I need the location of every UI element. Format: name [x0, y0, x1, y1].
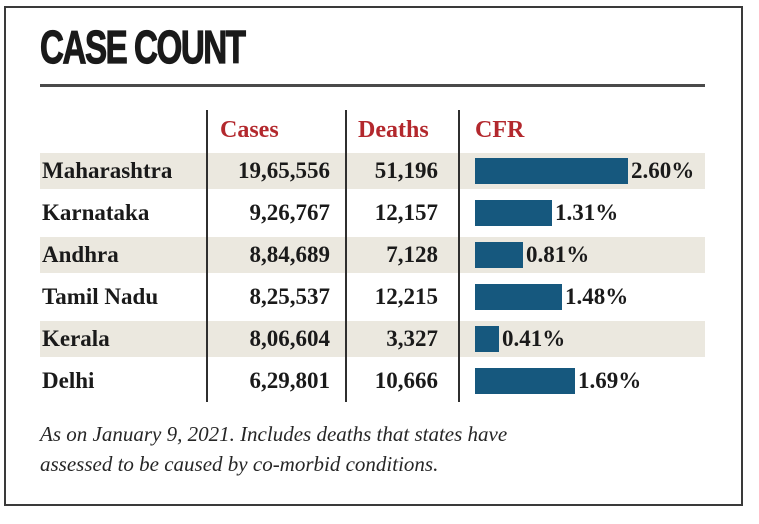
state-name: Karnataka — [42, 200, 150, 225]
case-count-panel: CASE COUNT Cases Deaths CFR Maharashtra … — [4, 6, 743, 506]
cfr-bar — [475, 368, 575, 394]
column-header-deaths: Deaths — [358, 116, 429, 143]
cfr-value: 1.31% — [555, 200, 619, 225]
cfr-bar — [475, 284, 562, 310]
column-divider — [206, 110, 208, 402]
cases-value: 8,84,689 — [249, 242, 331, 267]
column-divider — [458, 110, 460, 402]
table-row: Kerala 8,06,604 3,327 0.41% — [40, 318, 705, 360]
cfr-value: 2.60% — [631, 158, 695, 183]
cfr-cell: 1.48% — [458, 284, 705, 310]
cfr-cell: 0.81% — [458, 242, 705, 268]
cfr-value: 1.48% — [565, 284, 629, 309]
table-row: Karnataka 9,26,767 12,157 1.31% — [40, 192, 705, 234]
state-name: Maharashtra — [42, 158, 173, 183]
deaths-value: 3,327 — [386, 326, 438, 351]
cfr-cell: 1.31% — [458, 200, 705, 226]
cases-value: 8,06,604 — [249, 326, 331, 351]
cfr-bar — [475, 158, 628, 184]
cfr-value: 0.41% — [502, 326, 566, 351]
footnote-line1: As on January 9, 2021. Includes deaths t… — [40, 422, 508, 446]
state-name: Tamil Nadu — [42, 284, 159, 309]
cases-value: 6,29,801 — [249, 368, 331, 393]
cfr-bar — [475, 326, 499, 352]
deaths-value: 51,196 — [374, 158, 438, 183]
cases-value: 19,65,556 — [238, 158, 330, 183]
deaths-value: 7,128 — [386, 242, 438, 267]
table-row: Maharashtra 19,65,556 51,196 2.60% — [40, 150, 705, 192]
cfr-value: 0.81% — [526, 242, 590, 267]
deaths-value: 12,215 — [374, 284, 438, 309]
column-header-cfr: CFR — [475, 116, 525, 143]
column-header-cases: Cases — [220, 116, 279, 143]
cases-value: 9,26,767 — [249, 200, 331, 225]
state-name: Andhra — [42, 242, 119, 267]
cfr-cell: 0.41% — [458, 326, 705, 352]
cfr-bar — [475, 242, 523, 268]
table-row: Tamil Nadu 8,25,537 12,215 1.48% — [40, 276, 705, 318]
deaths-value: 10,666 — [374, 368, 438, 393]
deaths-value: 12,157 — [374, 200, 438, 225]
state-name: Delhi — [42, 368, 95, 393]
column-divider — [345, 110, 347, 402]
footnote-line2: assessed to be caused by co-morbid condi… — [40, 452, 439, 476]
table-row: Delhi 6,29,801 10,666 1.69% — [40, 360, 705, 402]
cfr-cell: 1.69% — [458, 368, 705, 394]
case-table: Cases Deaths CFR Maharashtra 19,65,556 5… — [40, 110, 705, 402]
cfr-bar — [475, 200, 552, 226]
panel-title: CASE COUNT — [40, 21, 247, 73]
state-name: Kerala — [42, 326, 110, 351]
cfr-value: 1.69% — [578, 368, 642, 393]
footnote: As on January 9, 2021. Includes deaths t… — [40, 419, 741, 479]
table-header-row: Cases Deaths CFR — [40, 110, 705, 150]
cfr-cell: 2.60% — [458, 158, 705, 184]
title-underline — [40, 84, 705, 87]
table-row: Andhra 8,84,689 7,128 0.81% — [40, 234, 705, 276]
cases-value: 8,25,537 — [249, 284, 331, 309]
